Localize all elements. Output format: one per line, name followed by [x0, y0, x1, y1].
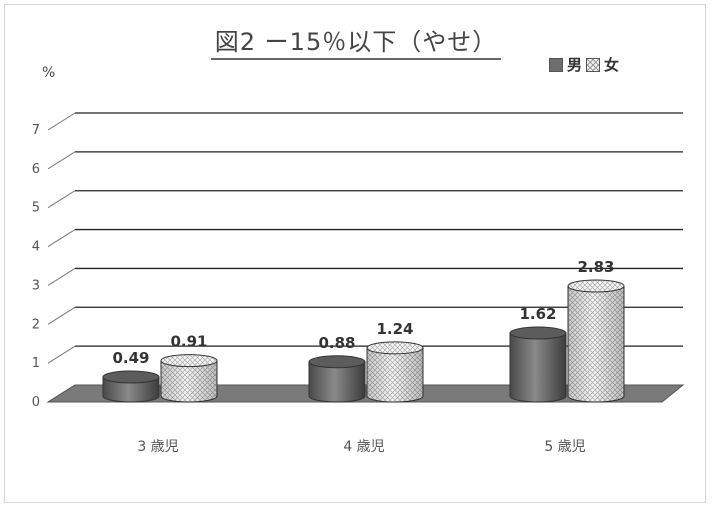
- gridline-side: [47, 151, 76, 170]
- bar-female: [160, 354, 218, 403]
- bar-top: [160, 354, 218, 368]
- y-tick-label: 4: [32, 240, 40, 255]
- y-tick-label: 3: [32, 278, 40, 293]
- data-label: 1.62: [519, 305, 556, 323]
- x-tick-label: 5 歳児: [544, 439, 585, 455]
- gridline-side: [47, 345, 76, 364]
- y-tick-label: 2: [32, 317, 40, 332]
- bar-shade: [568, 286, 624, 402]
- data-label: 0.49: [112, 349, 149, 367]
- data-label: 0.88: [318, 334, 355, 352]
- x-tick-label: 4 歳児: [343, 439, 384, 455]
- bar-female: [366, 341, 424, 403]
- y-tick-label: 0: [32, 395, 40, 410]
- chart-title: 図2 ー15％以下（やせ）: [0, 22, 712, 60]
- bar-male: [509, 326, 567, 403]
- chart-legend: 男 女: [549, 54, 623, 75]
- bar-top: [102, 370, 160, 384]
- bar-male: [102, 370, 160, 403]
- gridline-side: [47, 306, 76, 325]
- y-axis-label: %: [42, 65, 55, 81]
- bar-top: [366, 341, 424, 355]
- gridline-side: [47, 268, 76, 286]
- y-tick-label: 7: [32, 123, 40, 138]
- legend-swatch-female: [586, 57, 601, 72]
- bar-top: [509, 326, 567, 340]
- chart-frame: [4, 4, 706, 503]
- data-label: 2.83: [577, 258, 614, 276]
- bar-shade: [367, 347, 423, 402]
- data-label: 0.91: [170, 333, 207, 351]
- bar-top: [567, 279, 625, 293]
- legend-label-male: 男: [567, 56, 583, 74]
- y-tick-label: 6: [32, 162, 40, 177]
- y-tick-label: 1: [32, 356, 40, 371]
- gridline-side: [47, 190, 76, 209]
- y-tick-label: 5: [32, 201, 40, 216]
- gridline-side: [47, 112, 76, 131]
- legend-swatch-male: [549, 57, 563, 72]
- data-label: 1.24: [376, 320, 413, 338]
- bar-female: [567, 279, 625, 403]
- legend-label-female: 女: [604, 56, 620, 74]
- bar-shade: [161, 360, 217, 402]
- bar-male: [308, 355, 366, 403]
- bar-body: [308, 361, 366, 403]
- bar-body: [102, 376, 160, 403]
- bar-top: [308, 355, 366, 369]
- x-tick-label: 3 歳児: [137, 439, 178, 455]
- bar-body: [509, 332, 567, 403]
- gridline-side: [47, 229, 76, 247]
